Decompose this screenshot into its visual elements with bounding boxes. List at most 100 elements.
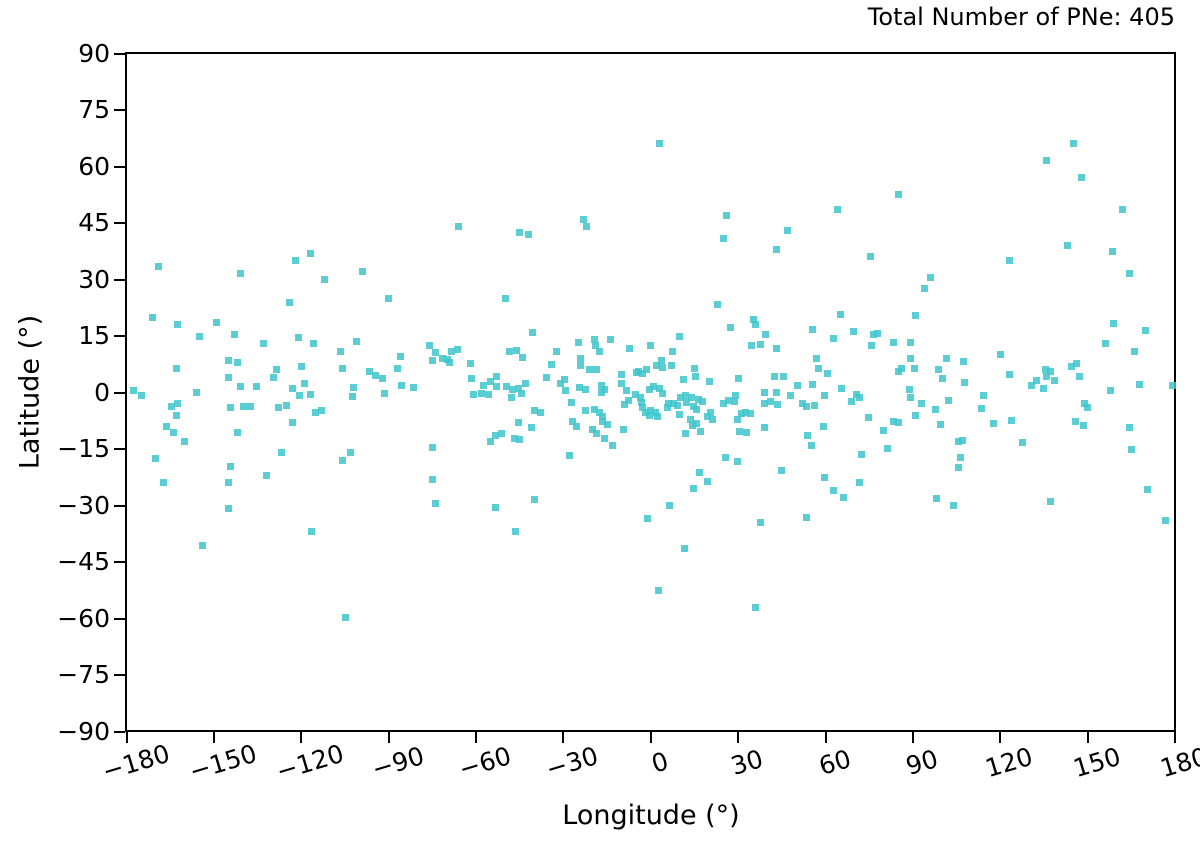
data-point [565, 451, 573, 459]
data-point [990, 419, 998, 427]
data-point [642, 366, 650, 374]
y-tick-label: −90 [57, 716, 110, 746]
data-point [379, 375, 387, 383]
data-point [174, 321, 182, 329]
data-point [821, 392, 829, 400]
data-point [720, 400, 728, 408]
data-point [756, 518, 764, 526]
data-point [849, 327, 857, 335]
data-point [577, 355, 585, 363]
data-point [687, 416, 695, 424]
data-point [761, 400, 769, 408]
data-point [654, 586, 662, 594]
data-point [725, 397, 733, 405]
data-point [752, 321, 760, 329]
x-tick-mark [1174, 731, 1176, 743]
data-point [1005, 370, 1013, 378]
data-point [169, 429, 177, 437]
y-axis-label: Latitude (°) [14, 314, 46, 470]
data-point [688, 394, 696, 402]
data-point [159, 479, 167, 487]
data-point [669, 347, 677, 355]
data-point [599, 413, 606, 421]
data-point [487, 378, 495, 386]
data-point [589, 426, 597, 434]
data-point [1050, 376, 1058, 384]
data-point [1080, 421, 1088, 429]
x-tick-mark [737, 731, 740, 743]
data-point [300, 379, 308, 387]
data-point [811, 401, 819, 409]
data-point [897, 365, 905, 373]
y-tick-mark [114, 504, 125, 507]
data-point [366, 368, 374, 376]
data-point [950, 502, 958, 509]
data-point [580, 215, 588, 223]
data-point [283, 402, 291, 410]
data-point [639, 404, 647, 412]
data-point [1076, 372, 1084, 380]
data-point [829, 335, 837, 343]
data-point [932, 495, 940, 503]
data-point [286, 298, 294, 306]
data-point [669, 400, 677, 408]
data-point [289, 419, 297, 427]
data-point [511, 435, 519, 443]
y-tick-mark [114, 674, 125, 676]
data-point [638, 398, 646, 406]
data-point [273, 366, 281, 374]
data-point [469, 391, 477, 399]
data-point [514, 419, 522, 427]
data-point [683, 398, 691, 406]
data-point [682, 430, 690, 438]
data-point [262, 471, 270, 479]
data-point [394, 365, 401, 373]
y-tick-label: −75 [57, 660, 110, 689]
data-point [581, 407, 589, 415]
data-point [867, 342, 875, 350]
data-point [730, 398, 738, 406]
data-point [597, 389, 605, 397]
data-point [321, 276, 329, 283]
data-point [618, 371, 626, 379]
data-point [274, 403, 282, 411]
data-point [514, 384, 522, 392]
y-tick-mark [114, 52, 125, 55]
y-tick-mark [114, 391, 125, 394]
data-point [289, 385, 297, 393]
data-point [309, 340, 317, 348]
x-tick-mark [824, 731, 827, 743]
data-point [656, 140, 664, 148]
data-point [574, 339, 582, 347]
data-point [1084, 403, 1092, 411]
data-point [654, 412, 662, 420]
data-point [162, 422, 170, 430]
y-tick-label: 60 [78, 151, 110, 181]
data-point [353, 338, 361, 346]
data-point [772, 245, 780, 253]
data-point [944, 397, 952, 405]
y-tick-mark [114, 335, 125, 337]
data-point [787, 392, 795, 400]
y-tick-mark [114, 448, 125, 450]
x-tick-mark [213, 731, 216, 743]
data-point [527, 423, 535, 431]
data-point [561, 387, 569, 395]
data-point [954, 438, 962, 446]
data-point [439, 355, 447, 363]
data-point [519, 353, 527, 361]
data-point [756, 340, 764, 348]
data-point [618, 380, 626, 388]
data-point [766, 397, 774, 405]
data-point [779, 373, 787, 381]
data-point [385, 294, 393, 302]
data-point [823, 370, 831, 378]
data-point [597, 382, 605, 390]
data-point [774, 401, 782, 409]
data-point [155, 262, 163, 270]
data-point [236, 270, 244, 278]
x-tick-mark [562, 731, 565, 743]
data-point [890, 417, 898, 425]
data-point [858, 450, 866, 458]
data-point [466, 360, 474, 368]
